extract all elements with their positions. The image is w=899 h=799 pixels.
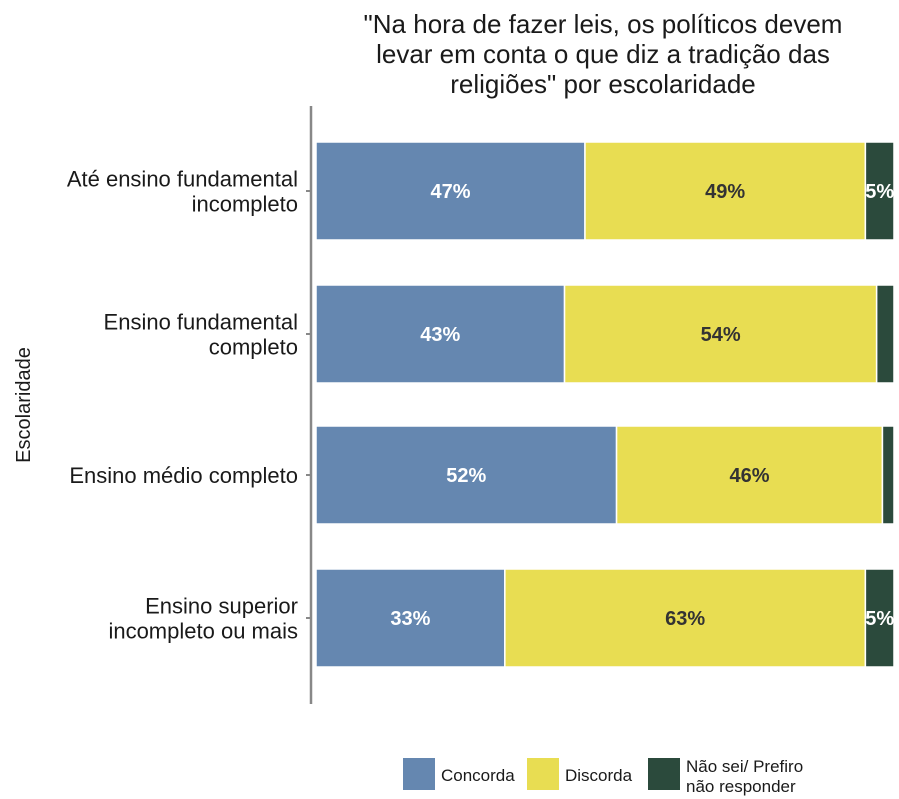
legend-key	[527, 758, 559, 790]
category-label: Até ensino fundamental	[67, 167, 298, 192]
legend-label: Concorda	[441, 766, 515, 785]
chart-title-line: religiões" por escolaridade	[450, 69, 756, 99]
chart-title-line: levar em conta o que diz a tradição das	[376, 39, 830, 69]
category-label: Ensino fundamental	[104, 310, 298, 335]
data-label: 63%	[665, 608, 705, 630]
legend-label: Não sei/ Prefiro	[686, 757, 803, 776]
data-label: 49%	[705, 181, 745, 203]
y-axis-title: Escolaridade	[13, 347, 35, 463]
bar-segment	[882, 426, 894, 524]
category-label: Ensino superior	[145, 594, 298, 619]
bar-segment	[877, 285, 894, 383]
chart-title-line: "Na hora de fazer leis, os políticos dev…	[364, 9, 843, 39]
category-label: Ensino médio completo	[69, 463, 298, 488]
category-label: incompleto	[192, 192, 298, 217]
data-label: 54%	[701, 324, 741, 346]
data-label: 33%	[390, 608, 430, 630]
data-label: 47%	[430, 181, 470, 203]
legend-key	[648, 758, 680, 790]
legend-label: não responder	[686, 777, 796, 796]
category-label: completo	[209, 335, 298, 360]
data-label: 5%	[865, 181, 894, 203]
data-label: 43%	[420, 324, 460, 346]
legend-label: Discorda	[565, 766, 633, 785]
category-label: incompleto ou mais	[108, 619, 298, 644]
data-label: 46%	[729, 465, 769, 487]
data-label: 5%	[865, 608, 894, 630]
data-label: 52%	[446, 465, 486, 487]
legend-key	[403, 758, 435, 790]
